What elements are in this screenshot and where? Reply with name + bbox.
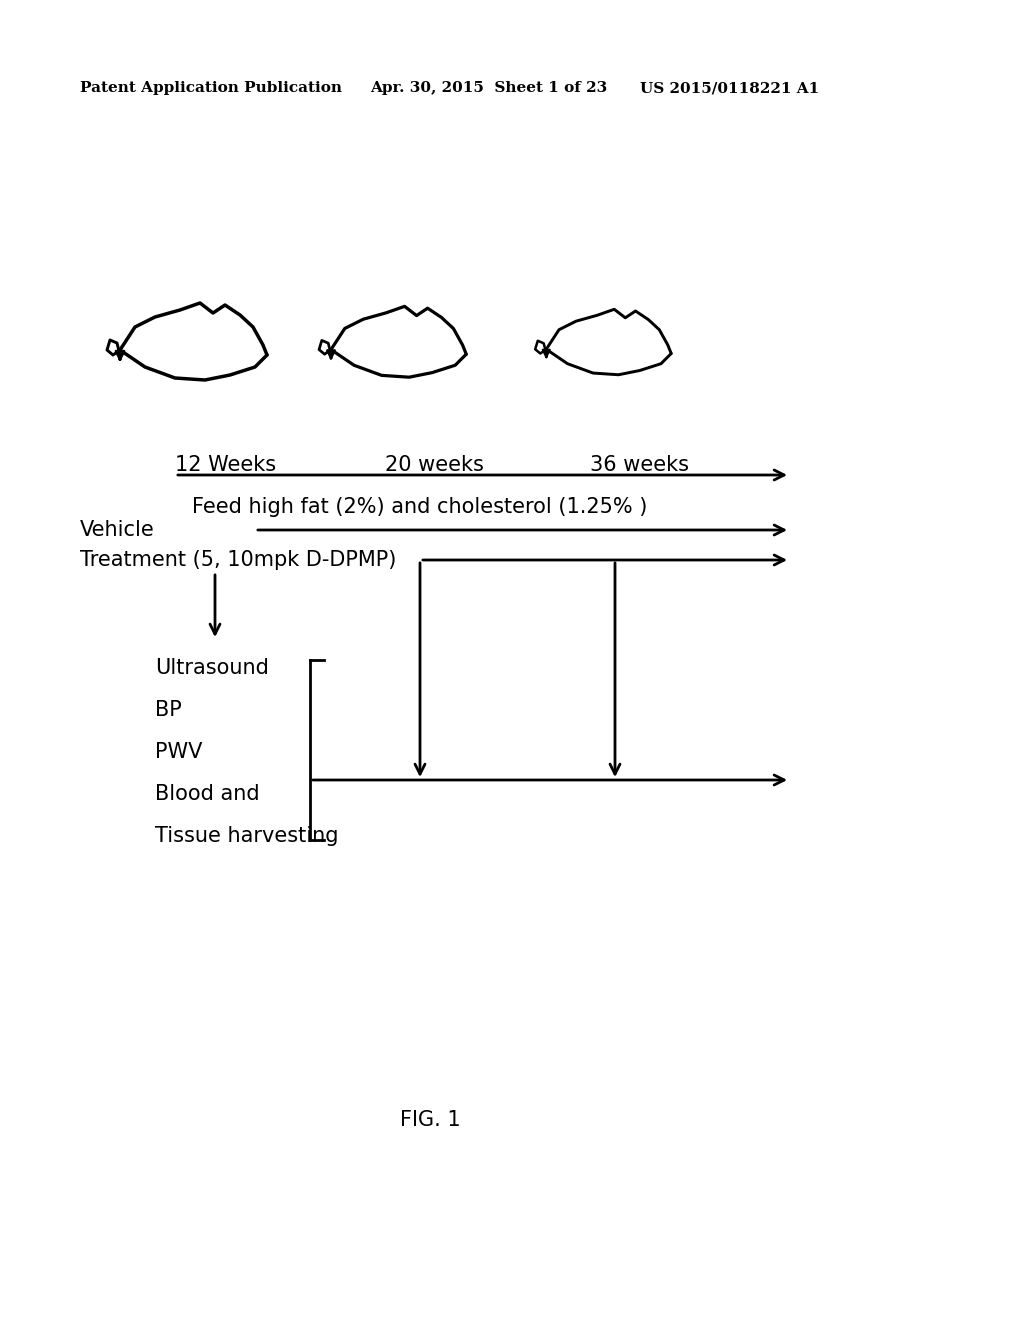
Text: Blood and: Blood and	[155, 784, 260, 804]
Text: 36 weeks: 36 weeks	[590, 455, 689, 475]
Text: 20 weeks: 20 weeks	[385, 455, 484, 475]
Text: US 2015/0118221 A1: US 2015/0118221 A1	[640, 81, 819, 95]
Text: PWV: PWV	[155, 742, 203, 762]
Text: Feed high fat (2%) and cholesterol (1.25% ): Feed high fat (2%) and cholesterol (1.25…	[193, 498, 648, 517]
Text: Patent Application Publication: Patent Application Publication	[80, 81, 342, 95]
Text: Tissue harvesting: Tissue harvesting	[155, 826, 339, 846]
Text: 12 Weeks: 12 Weeks	[175, 455, 276, 475]
Text: FIG. 1: FIG. 1	[399, 1110, 461, 1130]
Text: Apr. 30, 2015  Sheet 1 of 23: Apr. 30, 2015 Sheet 1 of 23	[370, 81, 607, 95]
Text: BP: BP	[155, 700, 181, 719]
Text: Ultrasound: Ultrasound	[155, 657, 269, 678]
Text: Vehicle: Vehicle	[80, 520, 155, 540]
Text: Treatment (5, 10mpk D-DPMP): Treatment (5, 10mpk D-DPMP)	[80, 550, 396, 570]
